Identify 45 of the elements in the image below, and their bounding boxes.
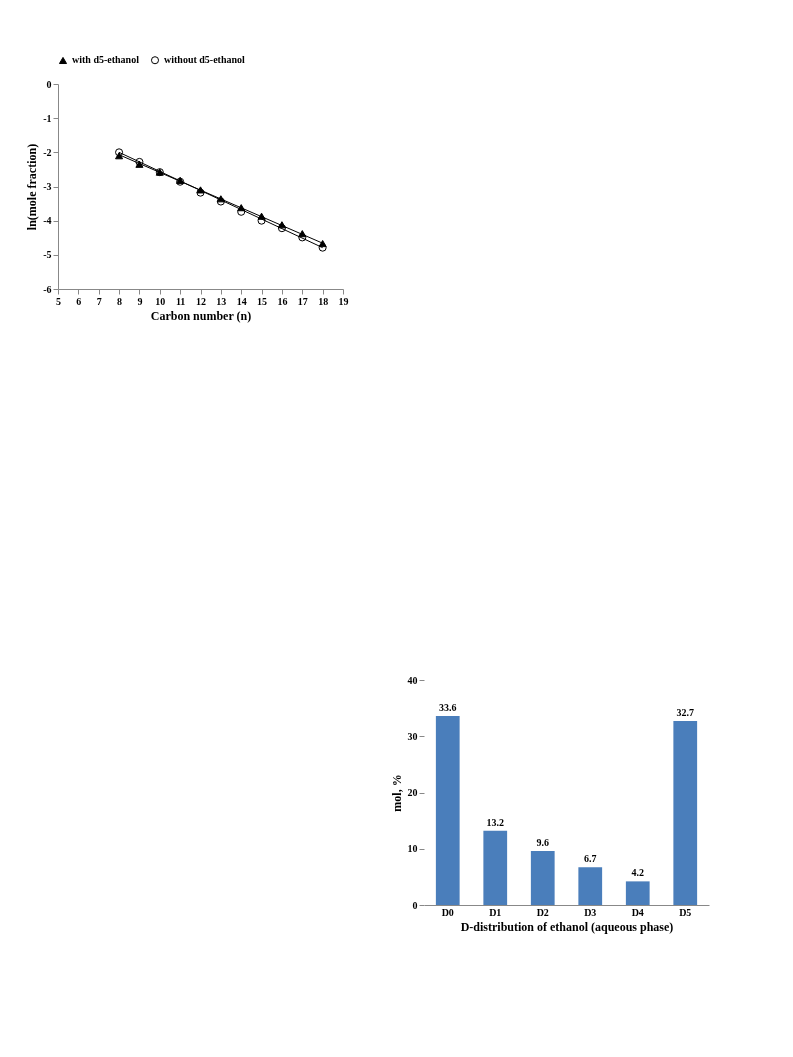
x-tick-label: 13 xyxy=(216,295,227,307)
y-axis-title: ln(mole fraction) xyxy=(25,143,40,231)
y-tick-label: 30 xyxy=(407,730,418,742)
y-tick-label: 0 xyxy=(46,78,52,90)
x-tick-label: D0 xyxy=(441,906,454,918)
x-tick-label: D3 xyxy=(584,906,597,918)
x-tick-label: 6 xyxy=(76,295,82,307)
y-tick-label: -2 xyxy=(43,146,52,158)
x-tick-label: 8 xyxy=(117,295,123,307)
y-tick-label: 10 xyxy=(407,843,418,855)
x-tick-label: 7 xyxy=(96,295,102,307)
x-tick-label: D2 xyxy=(536,906,549,918)
x-tick-label: 14 xyxy=(236,295,247,307)
x-tick-label: 12 xyxy=(196,295,206,307)
x-tick-label: 5 xyxy=(56,295,61,307)
x-tick-label: D5 xyxy=(679,906,692,918)
x-axis-title: Carbon number (n) xyxy=(150,308,252,323)
x-tick-label: D4 xyxy=(631,906,644,918)
data-label: 33.6 xyxy=(439,702,457,713)
x-axis-title: D-distribution of ethanol (aqueous phase) xyxy=(460,919,674,934)
y-tick-label: 40 xyxy=(407,674,418,686)
y-axis-title: mol, % xyxy=(389,774,404,812)
x-tick-label: 19 xyxy=(338,295,349,307)
y-tick-label: -5 xyxy=(43,249,52,261)
x-tick-label: D1 xyxy=(489,906,502,918)
data-label: 9.6 xyxy=(536,837,549,848)
x-tick-label: 16 xyxy=(277,295,288,307)
y-tick-label: 20 xyxy=(407,787,418,798)
data-label: 4.2 xyxy=(631,867,644,879)
y-tick-label: 0 xyxy=(412,899,418,911)
x-tick-label: 15 xyxy=(257,295,268,307)
legend-label: with d5-ethanol xyxy=(72,54,140,66)
legend-label: without d5-ethanol xyxy=(164,54,246,66)
data-label: 32.7 xyxy=(676,707,694,719)
data-label: 6.7 xyxy=(584,853,597,865)
x-tick-label: 11 xyxy=(175,295,186,307)
y-tick-label: -1 xyxy=(43,112,52,124)
x-tick-label: 10 xyxy=(155,295,166,307)
y-tick-label: -3 xyxy=(43,181,52,192)
x-tick-label: 9 xyxy=(137,295,143,307)
y-tick-label: -6 xyxy=(43,283,52,295)
x-tick-label: 17 xyxy=(297,295,308,307)
x-tick-label: 18 xyxy=(318,295,329,307)
y-tick-label: -4 xyxy=(43,215,52,227)
data-label: 13.2 xyxy=(486,816,504,828)
